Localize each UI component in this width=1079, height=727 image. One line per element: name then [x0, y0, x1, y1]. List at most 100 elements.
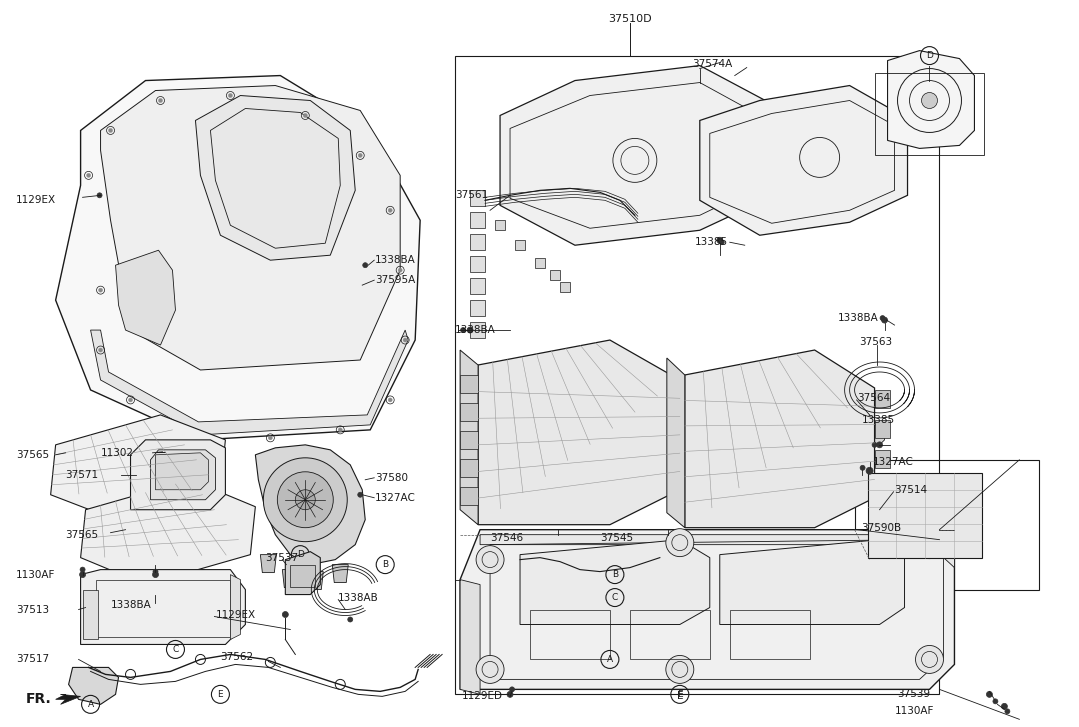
Polygon shape [260, 555, 276, 573]
Polygon shape [69, 667, 119, 704]
Bar [868, 473, 982, 558]
Polygon shape [332, 565, 349, 582]
Polygon shape [81, 480, 256, 585]
Circle shape [986, 691, 993, 697]
Bar [470, 190, 486, 206]
Polygon shape [460, 530, 955, 689]
Text: 37562: 37562 [220, 652, 254, 662]
Polygon shape [460, 431, 478, 449]
Text: C: C [173, 645, 179, 654]
Circle shape [666, 529, 694, 557]
Circle shape [363, 262, 368, 268]
Polygon shape [875, 390, 889, 408]
Circle shape [153, 569, 158, 574]
Polygon shape [131, 440, 226, 510]
Text: A: A [606, 655, 613, 664]
Polygon shape [91, 330, 408, 435]
Text: E: E [677, 690, 683, 699]
Text: 37595A: 37595A [375, 275, 415, 285]
Bar [470, 212, 486, 228]
Polygon shape [155, 453, 208, 490]
Text: 13385: 13385 [862, 415, 894, 425]
Text: 1338AB: 1338AB [338, 593, 379, 603]
Circle shape [159, 98, 163, 103]
Circle shape [876, 442, 883, 448]
Text: E: E [677, 691, 683, 702]
Circle shape [866, 417, 873, 423]
Circle shape [80, 571, 85, 577]
Polygon shape [520, 539, 710, 624]
Polygon shape [56, 76, 420, 440]
Polygon shape [495, 220, 505, 230]
Text: 37590B: 37590B [862, 523, 902, 533]
Text: 37565: 37565 [16, 450, 49, 459]
Bar [470, 278, 486, 294]
Circle shape [358, 492, 363, 497]
Polygon shape [460, 403, 478, 421]
Polygon shape [500, 65, 775, 245]
Circle shape [283, 611, 288, 617]
Circle shape [269, 436, 272, 440]
Polygon shape [460, 459, 478, 477]
Polygon shape [550, 270, 560, 280]
Polygon shape [56, 694, 81, 704]
Text: 1327AC: 1327AC [375, 493, 416, 503]
Polygon shape [860, 425, 885, 445]
Bar [455, 55, 940, 694]
Text: E: E [218, 690, 223, 699]
Circle shape [296, 490, 315, 510]
Text: A: A [87, 700, 94, 709]
Text: 37517: 37517 [16, 654, 49, 664]
Polygon shape [460, 350, 478, 525]
Circle shape [398, 268, 402, 272]
Text: 37545: 37545 [600, 533, 633, 542]
Polygon shape [81, 570, 245, 644]
Circle shape [467, 327, 473, 333]
Polygon shape [256, 445, 365, 565]
Polygon shape [888, 51, 974, 148]
Text: 37571: 37571 [66, 470, 99, 480]
Circle shape [303, 113, 308, 118]
Polygon shape [100, 86, 400, 370]
Polygon shape [195, 95, 355, 260]
Text: 37563: 37563 [860, 337, 892, 347]
Circle shape [872, 442, 877, 447]
Circle shape [193, 433, 197, 437]
Polygon shape [875, 450, 889, 467]
Bar [530, 609, 610, 659]
Circle shape [880, 316, 885, 321]
Circle shape [404, 338, 407, 342]
Text: 11302: 11302 [100, 448, 134, 458]
Polygon shape [285, 552, 320, 595]
Text: B: B [382, 560, 388, 569]
Text: 1338BA: 1338BA [110, 600, 151, 609]
Text: 37537: 37537 [265, 553, 299, 563]
Polygon shape [560, 282, 570, 292]
Polygon shape [720, 539, 904, 624]
Text: 1129ED: 1129ED [462, 691, 503, 702]
Polygon shape [115, 250, 176, 345]
Circle shape [666, 656, 694, 683]
Circle shape [476, 656, 504, 683]
Text: 1338BA: 1338BA [375, 255, 416, 265]
Circle shape [263, 458, 347, 542]
Circle shape [277, 472, 333, 528]
Circle shape [98, 288, 103, 292]
Circle shape [509, 687, 515, 692]
Circle shape [1005, 709, 1010, 714]
Bar [508, 530, 607, 571]
Bar [620, 530, 720, 571]
Polygon shape [460, 487, 478, 505]
Text: 37580: 37580 [375, 473, 408, 483]
Circle shape [97, 193, 103, 198]
Circle shape [163, 449, 168, 455]
Polygon shape [515, 240, 525, 250]
Circle shape [98, 348, 103, 352]
Text: B: B [612, 570, 618, 579]
Circle shape [388, 209, 392, 212]
Polygon shape [231, 574, 241, 640]
Circle shape [993, 699, 998, 704]
Circle shape [347, 617, 353, 622]
Polygon shape [667, 358, 685, 528]
Polygon shape [51, 415, 226, 520]
